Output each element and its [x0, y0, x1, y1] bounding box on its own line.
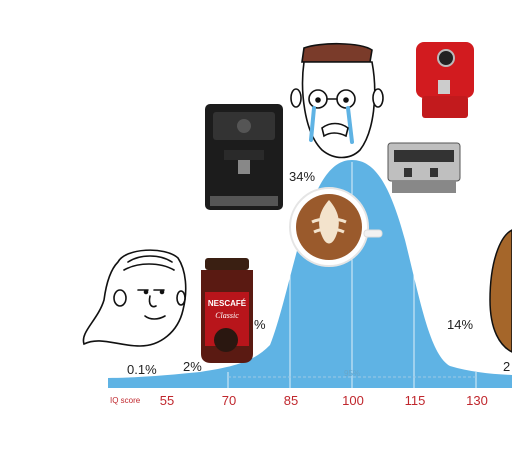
jar-brand: NESCAFÉ — [208, 299, 247, 308]
super-automatic-espresso-machine-icon — [205, 104, 283, 210]
partial-wojak-face-icon — [489, 229, 512, 353]
crying-glasses-wojak-icon — [290, 42, 384, 159]
capsule-espresso-machine-icon — [416, 42, 474, 118]
instant-coffee-jar-icon: NESCAFÉ Classic — [201, 258, 253, 363]
band-dividers — [227, 162, 477, 388]
pct-2-left: 2% — [183, 359, 202, 374]
tick-85: 85 — [284, 393, 298, 408]
pct-13-partial: % — [254, 317, 266, 332]
pct-34: 34% — [289, 169, 315, 184]
axis-label: IQ score — [110, 396, 141, 405]
pct-14: 14% — [447, 317, 473, 332]
wojak-face-icon — [82, 249, 187, 347]
tick-70: 70 — [222, 393, 236, 408]
pct-2-right: 2 — [503, 359, 510, 374]
jar-variant: Classic — [215, 311, 239, 320]
span-label: 95% — [344, 369, 360, 378]
bell-curve-area — [108, 160, 512, 388]
pct-0-1: 0.1% — [127, 362, 157, 377]
tick-100: 100 — [342, 393, 364, 408]
commercial-espresso-machine-icon — [387, 142, 461, 193]
latte-art-cup-icon — [289, 187, 383, 267]
tick-55: 55 — [160, 393, 174, 408]
tick-115: 115 — [405, 393, 426, 408]
tick-130: 130 — [466, 393, 488, 408]
